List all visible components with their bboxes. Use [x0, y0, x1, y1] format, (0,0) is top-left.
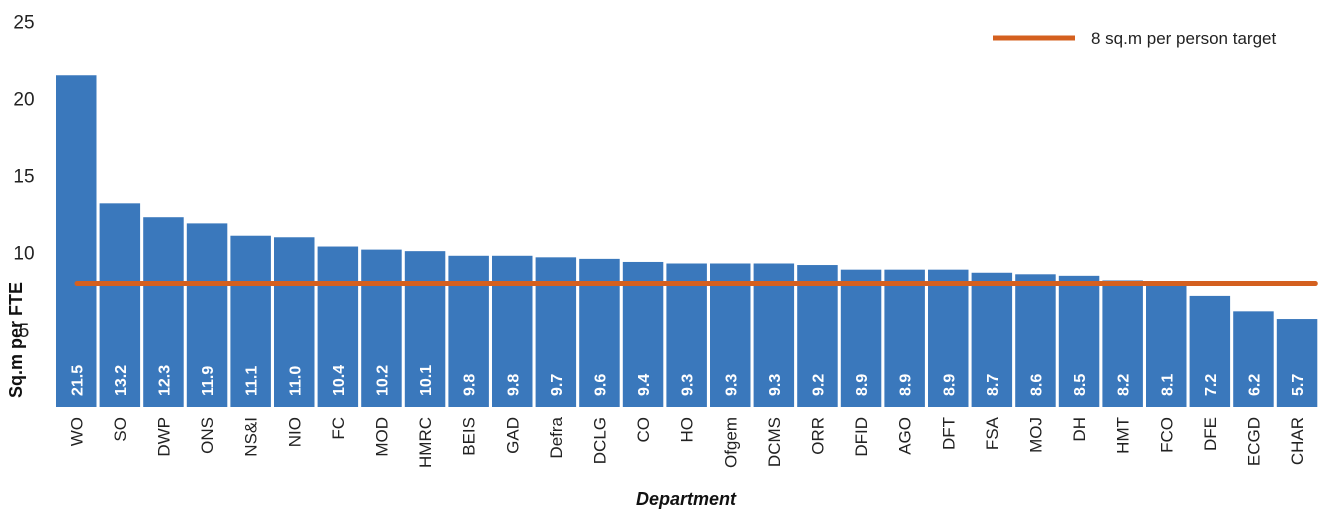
bar-value-label: 9.8 [462, 374, 479, 396]
x-tick-label: FCO [1157, 417, 1176, 453]
bar-value-label: 11.1 [244, 366, 261, 396]
x-tick-label: DCLG [590, 417, 609, 464]
x-tick-label: ORR [808, 417, 827, 455]
x-tick-label: MOD [372, 417, 391, 457]
bar-fc [317, 246, 359, 407]
y-tick-label: 10 [13, 244, 34, 265]
bar-hmt [1102, 280, 1143, 407]
bar-value-label: 9.3 [680, 374, 697, 396]
bar-value-label: 7.2 [1203, 374, 1220, 396]
bar-fco [1146, 282, 1187, 407]
bar-value-label: 9.2 [810, 374, 827, 396]
bar-gad [492, 255, 533, 407]
y-tick-label: 25 [13, 12, 34, 33]
bar-value-label: 21.5 [69, 365, 86, 396]
bar-co [622, 261, 664, 407]
x-tick-label: DFT [939, 417, 958, 450]
legend-label-target: 8 sq.m per person target [1091, 29, 1276, 48]
bar-value-label: 5.7 [1290, 374, 1307, 396]
bar-dcms [753, 263, 795, 407]
x-tick-label: HMT [1114, 417, 1133, 454]
bar-value-label: 10.1 [418, 365, 435, 396]
bar-dfid [840, 269, 882, 407]
bar-fsa [971, 272, 1013, 407]
x-tick-label: ECGD [1244, 417, 1263, 466]
x-tick-label: Ofgem [721, 417, 740, 468]
x-tick-label: DFE [1201, 417, 1220, 451]
x-tick-label: DCMS [765, 417, 784, 467]
x-tick-label: ONS [198, 417, 217, 454]
x-tick-label: DWP [154, 417, 173, 457]
bar-value-label: 9.6 [592, 374, 609, 396]
x-tick-label: Defra [547, 416, 566, 458]
bar-value-label: 10.4 [331, 365, 348, 396]
x-tick-label: GAD [503, 417, 522, 454]
x-tick-label: SO [111, 417, 130, 442]
y-tick-label: 15 [13, 167, 34, 188]
x-tick-label: HO [678, 417, 697, 443]
bar-dh [1058, 275, 1100, 407]
bar-value-label: 9.7 [549, 374, 566, 396]
bar-nio [274, 237, 315, 407]
bar-beis [448, 255, 489, 407]
bar-value-label: 9.3 [723, 374, 740, 396]
bar-value-label: 8.9 [854, 374, 871, 396]
x-tick-label: NIO [285, 417, 304, 447]
x-axis-ticks: WO SO DWP ONS NS&I NIO FC MOD HMRC BEIS GAD Defra DC… [67, 416, 1307, 468]
bar-dwp [143, 217, 184, 407]
x-tick-label: HMRC [416, 417, 435, 468]
bar-ons [186, 223, 228, 407]
bar-ho [666, 263, 707, 407]
bar-so [99, 203, 141, 407]
x-axis-label: Department [636, 489, 737, 509]
y-tick-label: 5 [19, 321, 30, 342]
bar-value-label: 8.9 [898, 374, 915, 396]
bar-moj [1015, 274, 1056, 407]
bar-value-label: 13.2 [113, 365, 130, 396]
x-tick-label: BEIS [460, 417, 479, 456]
x-tick-label: DFID [852, 417, 871, 457]
x-tick-label: MOJ [1026, 417, 1045, 453]
bar-ofgem [710, 263, 751, 407]
bar-char [1276, 319, 1318, 407]
x-tick-label: FSA [983, 416, 1002, 450]
bar-nsi [230, 235, 271, 407]
x-tick-label: FC [329, 417, 348, 440]
bar-value-label: 9.4 [636, 374, 653, 396]
bar-value-label: 8.1 [1159, 374, 1176, 396]
bar-value-label: 11.0 [287, 366, 304, 396]
x-tick-label: CO [634, 417, 653, 443]
bar-ago [884, 269, 925, 407]
bar-dfe [1189, 295, 1231, 407]
bar-value-label: 11.9 [200, 366, 217, 396]
bar-orr [797, 265, 838, 407]
bar-value-label: 9.3 [767, 374, 784, 396]
y-axis-label: Sq.m per FTE [6, 282, 26, 398]
y-axis-ticks: 5 10 15 20 25 [13, 12, 34, 342]
bar-value-label: 8.7 [985, 374, 1002, 396]
bar-value-label: 8.6 [1028, 374, 1045, 396]
x-tick-label: DH [1070, 417, 1089, 442]
bar-dft [928, 269, 969, 407]
bar-hmrc [404, 251, 446, 407]
x-tick-label: CHAR [1288, 417, 1307, 465]
bar-ecgd [1233, 311, 1274, 407]
bar-mod [361, 249, 402, 407]
x-tick-label: AGO [896, 417, 915, 455]
bar-value-label: 6.2 [1246, 374, 1263, 396]
bar-value-label: 8.9 [941, 374, 958, 396]
x-tick-label: NS&I [242, 417, 261, 457]
y-tick-label: 20 [13, 89, 34, 110]
bar-wo [56, 75, 97, 407]
bar-value-label: 8.5 [1072, 374, 1089, 396]
bars-group: 21.5 13.2 12.3 11.9 11.1 11.0 10.4 10.2 10.1 9.8 9… [56, 75, 1318, 407]
bar-value-label: 12.3 [156, 365, 173, 396]
bar-value-label: 9.8 [505, 374, 522, 396]
bar-value-label: 8.2 [1116, 374, 1133, 396]
legend: 8 sq.m per person target [993, 29, 1276, 48]
bar-value-label: 10.2 [374, 365, 391, 396]
x-tick-label: WO [67, 417, 86, 446]
